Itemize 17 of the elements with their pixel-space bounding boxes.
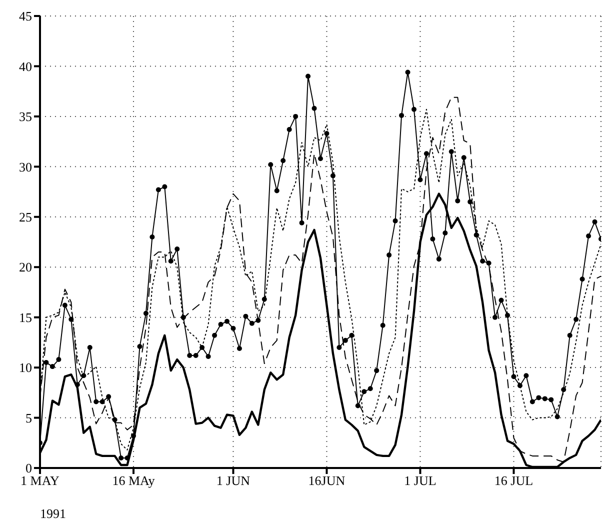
x-tick-label: 1 JUL	[404, 473, 436, 488]
x-tick-label: 1 MAY	[20, 473, 60, 488]
y-tick-label: 15	[19, 310, 32, 325]
x-tick-label: 16 JUL	[494, 473, 534, 488]
text: 1991	[40, 506, 67, 522]
y-tick-label: 45	[19, 8, 32, 24]
y-tick-label: 30	[19, 159, 32, 174]
x-tick-label: 16JUN	[308, 473, 346, 488]
y-tick-label: 20	[19, 260, 32, 275]
y-tick-label: 10	[19, 360, 32, 376]
y-tick-label: 0	[26, 460, 32, 476]
y-tick-label: 40	[19, 58, 32, 74]
y-tick-label: 35	[19, 109, 32, 124]
x-tick-label: 16 MAy	[112, 473, 156, 488]
x-tick-label: 1 JUN	[216, 473, 251, 488]
y-tick-label: 25	[19, 210, 32, 225]
y-tick-label: 5	[26, 410, 32, 426]
